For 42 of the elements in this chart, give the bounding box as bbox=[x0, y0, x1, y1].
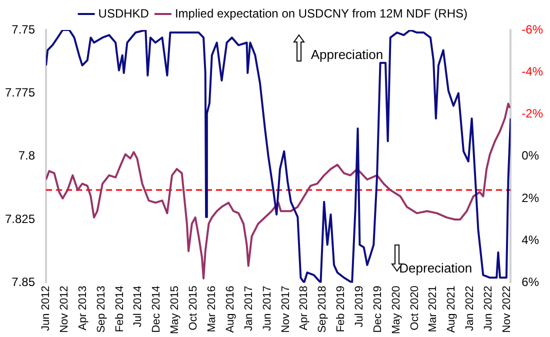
x-tick-label: Apr 2013 bbox=[76, 286, 89, 330]
x-tick-label: Aug 2021 bbox=[446, 286, 458, 333]
x-tick-label: Mar 2016 bbox=[206, 286, 218, 332]
y-tick-label: 7.8 bbox=[18, 148, 36, 163]
x-tick-label: Sep 2013 bbox=[95, 286, 108, 333]
y2-tick-label: -6% bbox=[522, 22, 544, 36]
x-tick-label: Oct 2020 bbox=[408, 286, 421, 330]
x-tick-label: Dec 2019 bbox=[372, 286, 384, 333]
legend-label: USDHKD bbox=[98, 6, 150, 20]
x-tick-label: Jul 2014 bbox=[132, 286, 144, 328]
x-tick-label: May 2015 bbox=[168, 286, 181, 334]
x-tick-label: Oct 2015 bbox=[188, 286, 200, 330]
y2-tick-label: 0% bbox=[522, 148, 540, 163]
x-tick-label: Apr 2018 bbox=[298, 286, 310, 330]
x-tick-label: Jun 2012 bbox=[40, 286, 52, 331]
y2-tick-label: -4% bbox=[522, 64, 544, 78]
legend-label: Implied expectation on USDCNY from 12M NDF (RHS) bbox=[174, 6, 468, 20]
y-tick-label: 7.775 bbox=[5, 85, 36, 100]
annotation: Appreciation bbox=[310, 46, 384, 62]
x-tick-label: Dec 2014 bbox=[150, 286, 163, 333]
y2-tick-label: 6% bbox=[522, 275, 540, 290]
annotation: Depreciation bbox=[399, 260, 472, 276]
y2-tick-label: -2% bbox=[522, 106, 544, 121]
x-tick-label: Jun 2017 bbox=[261, 286, 274, 331]
x-tick-label: Feb 2014 bbox=[114, 286, 126, 332]
x-tick-label: Feb 2019 bbox=[335, 286, 348, 332]
y2-tick-label: 2% bbox=[522, 190, 540, 205]
x-tick-label: Sep 2018 bbox=[316, 286, 329, 333]
x-tick-label: Aug 2016 bbox=[224, 286, 236, 333]
x-tick-label: Jan 2017 bbox=[242, 286, 255, 331]
x-tick-label: Jan 2022 bbox=[464, 286, 476, 331]
x-tick-label: Jun 2022 bbox=[482, 286, 495, 331]
x-tick-label: May 2020 bbox=[390, 286, 402, 334]
y-tick-label: 7.85 bbox=[12, 275, 36, 290]
y-tick-label: 7.75 bbox=[12, 22, 36, 36]
y-tick-label: 7.825 bbox=[5, 212, 36, 226]
x-tick-label: Nov 2022 bbox=[501, 286, 514, 333]
x-tick-label: Jul 2019 bbox=[353, 286, 366, 328]
x-tick-label: Nov 2012 bbox=[58, 286, 71, 333]
y2-tick-label: 4% bbox=[522, 232, 540, 247]
x-tick-label: Nov 2017 bbox=[280, 286, 292, 333]
x-tick-label: Mar 2021 bbox=[427, 286, 440, 332]
